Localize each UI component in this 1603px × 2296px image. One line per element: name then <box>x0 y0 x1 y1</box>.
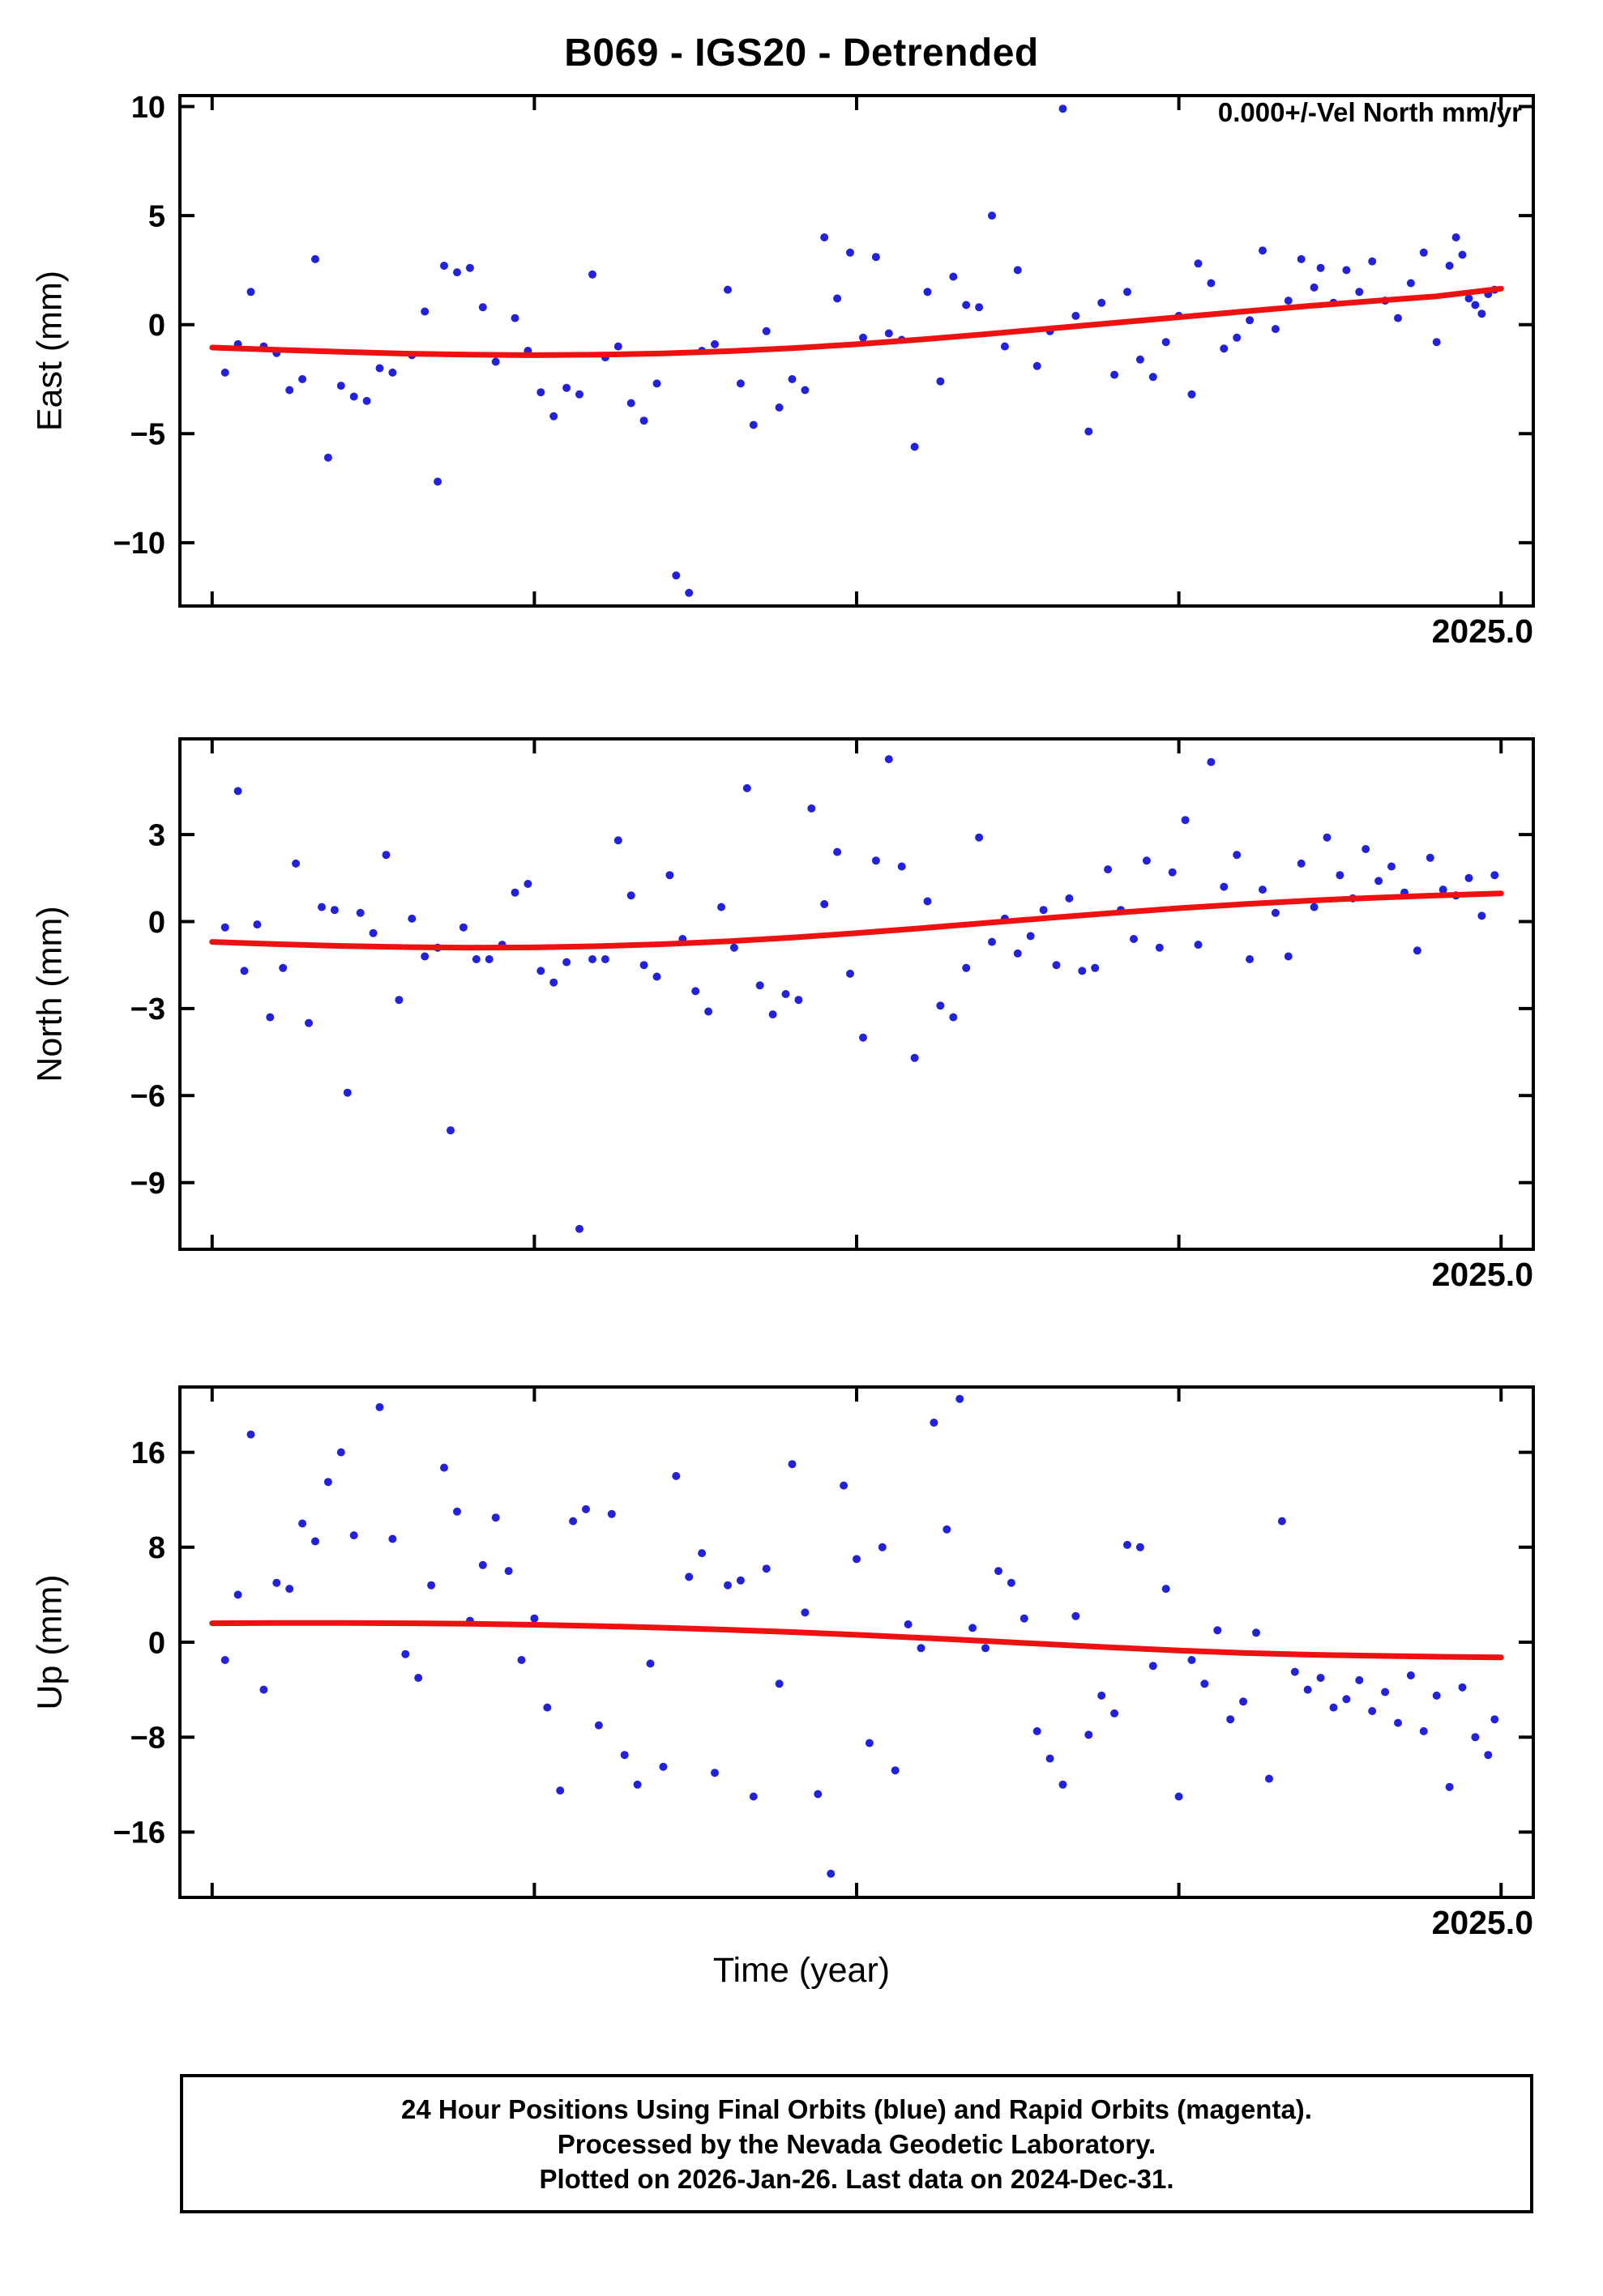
footer-line-3: Plotted on 2026-Jan-26. Last data on 202… <box>539 2164 1174 2194</box>
footer-line-1: 24 Hour Positions Using Final Orbits (bl… <box>401 2094 1312 2124</box>
svg-text:3: 3 <box>148 818 165 852</box>
x-end-label-north: 2025.0 <box>1431 1256 1533 1293</box>
y-axis-label-up: Up (mm) <box>30 1574 70 1710</box>
svg-text:16: 16 <box>131 1436 165 1470</box>
page-title: B069 - IGS20 - Detrended <box>564 32 1039 75</box>
svg-text:−6: −6 <box>130 1080 165 1114</box>
svg-text:10: 10 <box>131 91 165 125</box>
y-axis-label-east: East (mm) <box>30 270 70 432</box>
x-end-label-up: 2025.0 <box>1431 1904 1533 1941</box>
svg-text:−3: −3 <box>130 992 165 1026</box>
svg-text:0: 0 <box>148 1626 165 1660</box>
svg-text:−10: −10 <box>113 527 165 561</box>
y-axis-label-north: North (mm) <box>30 906 70 1082</box>
footer-line-2: Processed by the Nevada Geodetic Laborat… <box>557 2129 1156 2159</box>
svg-text:0: 0 <box>148 906 165 940</box>
svg-text:0: 0 <box>148 309 165 343</box>
x-axis-title: Time (year) <box>712 1951 891 1990</box>
svg-text:8: 8 <box>148 1531 165 1565</box>
velocity-annotation: 0.000+/-Vel North mm/yr <box>1217 97 1522 127</box>
x-end-label-east: 2025.0 <box>1431 612 1533 650</box>
footer-note-box: 24 Hour Positions Using Final Orbits (bl… <box>180 2074 1533 2213</box>
svg-text:−8: −8 <box>130 1722 165 1756</box>
svg-text:5: 5 <box>148 199 165 233</box>
svg-text:−9: −9 <box>130 1167 165 1201</box>
svg-text:−16: −16 <box>113 1816 165 1850</box>
svg-text:−5: −5 <box>130 418 165 452</box>
